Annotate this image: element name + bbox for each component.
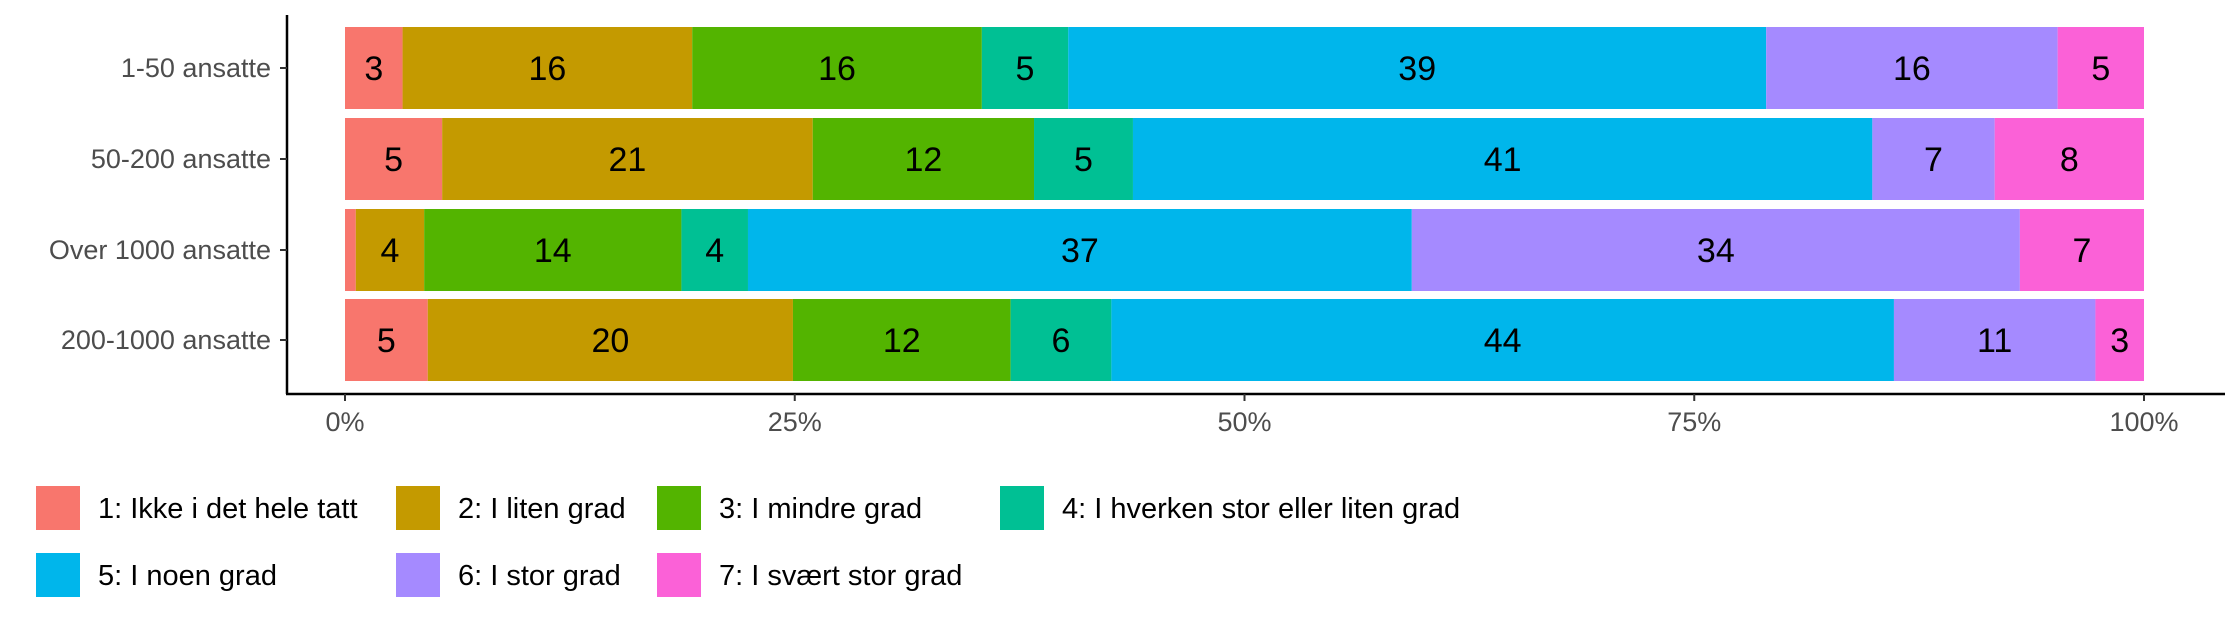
x-tick-label: 25% <box>768 407 822 437</box>
bar-segment <box>1411 209 2020 291</box>
bar-value-label: 5 <box>377 322 396 360</box>
bar-value-label: 5 <box>1016 50 1035 88</box>
bar-segment <box>355 209 425 291</box>
bar-value-label: 16 <box>1893 50 1931 88</box>
bar-segment <box>747 209 1412 291</box>
category-label: 200-1000 ansatte <box>61 325 271 355</box>
bar-segment <box>402 27 693 109</box>
bar-segment <box>442 118 813 200</box>
bar-value-label: 37 <box>1061 232 1099 270</box>
legend-swatch <box>1000 486 1044 530</box>
bar-segment <box>2057 27 2144 109</box>
legend-swatch <box>657 553 701 597</box>
bar-value-label: 12 <box>904 141 942 179</box>
bar-value-label: 34 <box>1697 232 1735 270</box>
bar-segment <box>2095 299 2144 381</box>
legend-label: 2: I liten grad <box>458 493 626 525</box>
category-label: 50-200 ansatte <box>91 144 271 174</box>
bar-segment <box>1766 27 2058 109</box>
legend-label: 1: Ikke i det hele tatt <box>98 493 358 525</box>
bar-segment <box>345 299 428 381</box>
bar-value-label: 4 <box>381 232 400 270</box>
bar-value-label: 3 <box>2110 322 2129 360</box>
bar-value-label: 3 <box>364 50 383 88</box>
x-tick-label: 0% <box>325 407 364 437</box>
bar-segment <box>427 299 793 381</box>
bar-value-label: 16 <box>528 50 566 88</box>
bar-value-label: 21 <box>609 141 647 179</box>
bar-segment <box>812 118 1035 200</box>
x-tick-label: 100% <box>2109 407 2178 437</box>
bar-value-label: 16 <box>818 50 856 88</box>
legend-label: 7: I svært stor grad <box>719 560 962 592</box>
bar-segment <box>1893 299 2096 381</box>
legend-swatch <box>396 486 440 530</box>
bar-segment <box>424 209 682 291</box>
x-axis-ticks: 0% 25% 50% 75% 100% <box>325 394 2179 437</box>
category-label: Over 1000 ansatte <box>49 235 271 265</box>
bar-value-label: 44 <box>1484 322 1522 360</box>
legend-swatch <box>657 486 701 530</box>
bar-value-label: 11 <box>1977 322 2012 360</box>
bar-segment <box>2019 209 2144 291</box>
x-tick-label: 75% <box>1667 407 1721 437</box>
bars-layer <box>345 27 2144 381</box>
legend-swatch <box>36 486 80 530</box>
bar-segment <box>1872 118 1995 200</box>
bar-value-label: 41 <box>1484 141 1522 179</box>
bar-value-label: 4 <box>705 232 724 270</box>
bar-value-label: 5 <box>384 141 403 179</box>
bar-segment <box>1994 118 2144 200</box>
legend-swatch <box>396 553 440 597</box>
x-tick-label: 50% <box>1217 407 1271 437</box>
bar-segment <box>1010 299 1112 381</box>
legend-swatch <box>36 553 80 597</box>
bar-value-label: 5 <box>1074 141 1093 179</box>
legend-label: 4: I hverken stor eller liten grad <box>1062 493 1460 525</box>
bar-segment <box>681 209 748 291</box>
bar-value-label: 12 <box>883 322 921 360</box>
bar-segment <box>692 27 982 109</box>
category-label: 1-50 ansatte <box>121 53 271 83</box>
bar-value-label: 7 <box>1924 141 1943 179</box>
bar-value-label: 5 <box>2091 50 2110 88</box>
bar-value-label: 6 <box>1052 322 1071 360</box>
bar-value-label: 14 <box>534 232 572 270</box>
bar-value-label: 7 <box>2072 232 2091 270</box>
y-axis-ticks: 1-50 ansatte 50-200 ansatte Over 1000 ansa… <box>49 53 287 355</box>
axes <box>285 15 2225 396</box>
bar-segment <box>345 27 403 109</box>
bar-value-label: 39 <box>1398 50 1436 88</box>
bar-segment <box>792 299 1011 381</box>
legend-label: 3: I mindre grad <box>719 493 922 525</box>
legend-label: 6: I stor grad <box>458 560 621 592</box>
bar-segment <box>1132 118 1873 200</box>
data-labels-layer: 3 16 16 5 39 16 5 5 21 12 5 41 7 8 4 14 4 37 34 7 5 20 12 6 44 11… <box>364 50 2129 360</box>
bar-segment <box>345 209 356 291</box>
bar-value-label: 20 <box>591 322 629 360</box>
bar-segment <box>1068 27 1767 109</box>
legend-label: 5: I noen grad <box>98 560 277 592</box>
bar-segment <box>1034 118 1133 200</box>
legend: 1: Ikke i det hele tatt 2: I liten grad 3:… <box>36 486 1460 597</box>
bar-value-label: 8 <box>2060 141 2079 179</box>
bar-segment <box>1111 299 1894 381</box>
bar-segment <box>981 27 1069 109</box>
bar-segment <box>345 118 443 200</box>
